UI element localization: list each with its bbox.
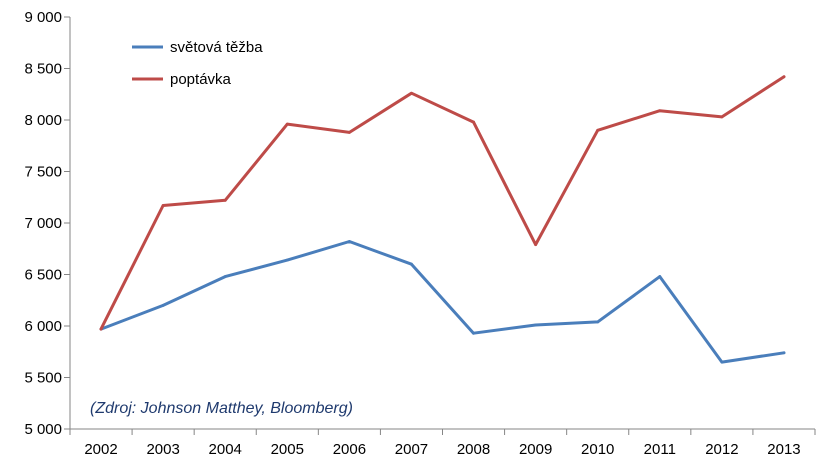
- data-point: [472, 120, 475, 124]
- data-point: [347, 130, 351, 134]
- series-line-1: [99, 75, 786, 331]
- x-tick-label: 2012: [705, 441, 738, 458]
- data-point: [285, 258, 289, 262]
- y-tick-label: 8 000: [24, 112, 62, 129]
- data-point: [223, 198, 227, 202]
- data-point: [99, 327, 103, 331]
- x-tick-label: 2007: [395, 441, 428, 458]
- data-point: [658, 275, 662, 278]
- x-tick-label: 2009: [519, 441, 552, 458]
- data-point: [658, 109, 662, 113]
- data-point: [285, 122, 289, 126]
- y-tick-label: 6 000: [24, 318, 62, 335]
- x-tick-label: 2002: [84, 441, 117, 458]
- series-line-0: [99, 240, 786, 364]
- y-tick-label: 5 500: [24, 370, 62, 387]
- y-tick-label: 5 000: [24, 421, 62, 438]
- legend-label-svetova-tezba: světová těžba: [170, 39, 263, 56]
- y-tick-label: 9 000: [24, 9, 62, 26]
- data-point: [720, 360, 724, 364]
- x-tick-label: 2013: [767, 441, 800, 458]
- data-point: [782, 351, 786, 355]
- y-tick-label: 7 000: [24, 215, 62, 232]
- y-tick-label: 7 500: [24, 164, 62, 181]
- x-tick-label: 2006: [333, 441, 366, 458]
- data-point: [782, 75, 786, 79]
- source-annotation: (Zdroj: Johnson Matthey, Bloomberg): [90, 400, 353, 417]
- data-point: [534, 323, 538, 327]
- y-axis: 5 000 5 500 6 000 6 500 7 000 7 500 8 000 8 500…: [24, 9, 71, 438]
- x-tick-label: 2010: [581, 441, 614, 458]
- data-point: [720, 115, 724, 119]
- data-point: [596, 128, 600, 132]
- data-point: [596, 320, 600, 324]
- y-tick-label: 6 500: [24, 267, 62, 284]
- x-tick-label: 2011: [644, 441, 676, 458]
- x-tick-label: 2008: [457, 441, 490, 458]
- x-axis: 2002 2003 2004 2005 2006 2007 2008 2009 2010 2011…: [69, 428, 816, 458]
- series-lines: [99, 75, 786, 364]
- data-point: [410, 91, 413, 95]
- x-tick-label: 2003: [146, 441, 179, 458]
- x-tick-label: 2004: [209, 441, 242, 458]
- data-point: [534, 243, 538, 247]
- x-tick-label: 2005: [271, 441, 304, 458]
- data-point: [161, 204, 165, 207]
- data-point: [347, 240, 351, 243]
- y-tick-label: 8 500: [24, 61, 62, 78]
- legend-label-poptavka: poptávka: [170, 71, 232, 88]
- legend: světová těžba poptávka: [132, 39, 263, 88]
- data-point: [223, 275, 227, 278]
- data-point: [472, 331, 475, 335]
- data-point: [410, 262, 413, 266]
- data-point: [161, 304, 165, 307]
